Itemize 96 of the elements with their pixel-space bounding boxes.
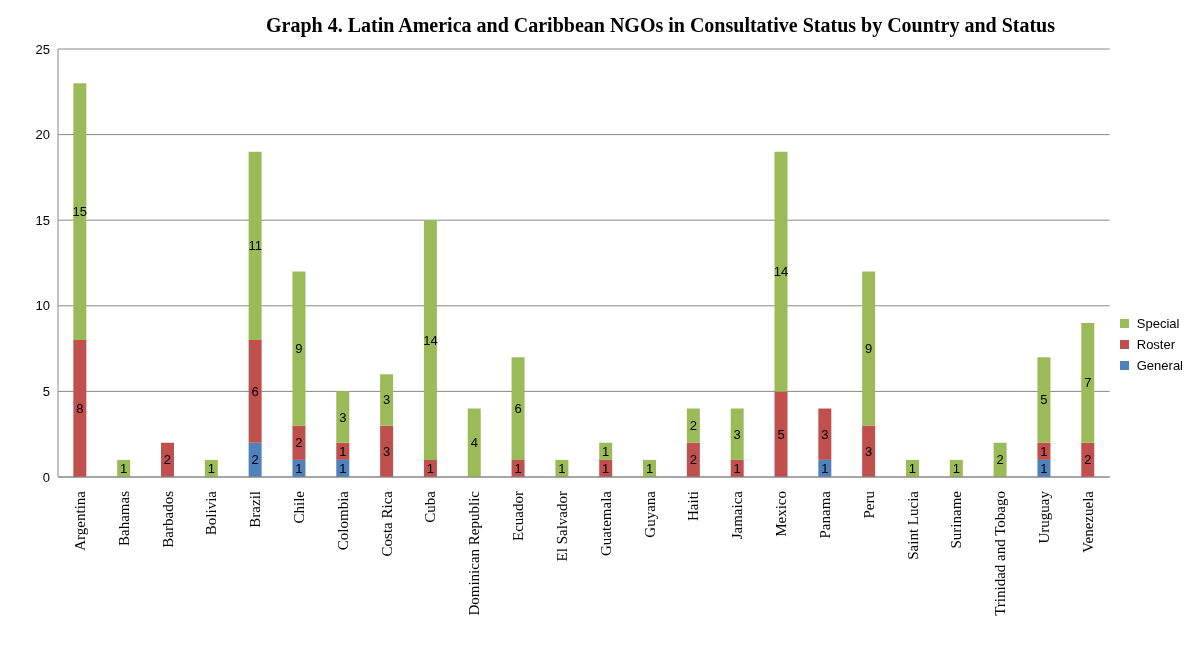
data-label: 5 [777, 426, 785, 442]
bar [380, 425, 394, 477]
y-tick-label: 20 [35, 127, 50, 143]
x-tick-label: Colombia [334, 490, 351, 551]
data-label: 2 [689, 418, 697, 434]
data-label: 2 [1084, 452, 1092, 468]
data-label: 1 [1040, 460, 1048, 476]
x-tick-label: Costa Rica [378, 490, 395, 557]
y-tick-label: 15 [35, 212, 50, 228]
bar [292, 425, 306, 460]
bar [336, 391, 350, 443]
data-label: 1 [952, 460, 960, 476]
bar [774, 391, 788, 477]
data-label: 1 [558, 460, 566, 476]
data-label: 1 [645, 460, 654, 476]
y-tick-label: 5 [42, 384, 50, 400]
bar [730, 408, 744, 460]
data-label: 11 [248, 238, 262, 254]
data-label: 9 [295, 341, 303, 357]
bar [1081, 322, 1095, 443]
bar [248, 340, 262, 443]
bar [73, 340, 87, 477]
data-label: 1 [602, 460, 610, 476]
bar [380, 374, 394, 426]
y-tick-label: 25 [35, 41, 50, 57]
x-tick-label: Mexico [773, 491, 790, 537]
bar [862, 425, 876, 477]
x-tick-label: Saint Lucia [904, 490, 921, 560]
data-label: 2 [163, 452, 172, 468]
data-label: 1 [514, 460, 522, 476]
data-label: 1 [821, 460, 829, 476]
x-tick-label: Trinidad and Tobago [992, 491, 1009, 616]
data-label: 1 [295, 460, 303, 476]
x-tick-label: Dominican Republic [466, 490, 483, 616]
data-label: 2 [996, 452, 1004, 468]
x-tick-label: Cuba [422, 490, 439, 523]
legend-label: Roster [1136, 337, 1176, 352]
data-label: 6 [251, 383, 259, 399]
data-label: 1 [120, 460, 128, 476]
bar [818, 408, 832, 460]
data-label: 8 [76, 401, 84, 417]
x-tick-label: Bolivia [203, 490, 220, 536]
data-label: 1 [602, 443, 610, 459]
data-label: 3 [865, 443, 873, 459]
x-tick-label: Suriname [948, 490, 965, 549]
y-tick-label: 0 [42, 469, 50, 485]
bar [292, 271, 306, 426]
data-label: 3 [733, 426, 741, 442]
x-tick-label: Haiti [685, 491, 702, 521]
bar [511, 357, 525, 460]
bar [423, 220, 437, 460]
bar [467, 408, 481, 477]
bar [862, 271, 876, 426]
legend-label: General [1136, 358, 1183, 373]
x-tick-label: Brazil [247, 491, 264, 528]
data-label: 3 [382, 392, 391, 408]
chart-title: Graph 4. Latin America and Caribbean NGOs in Consultative Status by Country and Status [265, 14, 1056, 37]
x-tick-label: Uruguay [1036, 490, 1053, 544]
x-tick-label: Bahamas [115, 490, 132, 546]
data-label: 3 [339, 409, 347, 425]
x-tick-label: Chile [291, 490, 308, 524]
x-tick-label: Panama [816, 490, 833, 539]
data-label: 14 [773, 264, 789, 280]
x-tick-label: Guatemala [597, 490, 614, 556]
data-label: 9 [865, 341, 873, 357]
data-label: 5 [1040, 392, 1048, 408]
data-label: 1 [426, 460, 435, 476]
data-label: 1 [908, 460, 917, 476]
legend-label: Special [1136, 316, 1180, 331]
x-tick-label: El Salvador [553, 491, 570, 562]
y-tick-label: 10 [35, 298, 50, 314]
data-label: 7 [1084, 375, 1092, 391]
data-label: 6 [514, 401, 522, 417]
x-tick-label: Guyana [641, 490, 658, 538]
x-tick-label: Barbados [159, 490, 176, 548]
bar [686, 408, 700, 443]
data-label: 1 [733, 460, 741, 476]
data-label: 2 [689, 452, 697, 468]
x-tick-label: Peru [860, 490, 877, 519]
x-tick-label: Jamaica [729, 490, 746, 540]
data-label: 2 [251, 452, 259, 468]
x-tick-label: Argentina [71, 490, 88, 551]
data-label: 4 [470, 435, 478, 451]
x-tick-label: Ecuador [510, 491, 527, 541]
bar [248, 151, 262, 341]
bar [73, 83, 87, 341]
data-label: 1 [207, 460, 215, 476]
data-label: 1 [339, 460, 347, 476]
x-tick-label: Venezuela [1079, 490, 1096, 553]
data-label: 2 [295, 435, 303, 451]
data-label: 1 [1040, 443, 1048, 459]
data-label: 3 [382, 443, 391, 459]
bar [1037, 357, 1051, 443]
data-label: 1 [339, 443, 347, 459]
bar [774, 151, 788, 392]
data-label: 3 [821, 426, 829, 442]
